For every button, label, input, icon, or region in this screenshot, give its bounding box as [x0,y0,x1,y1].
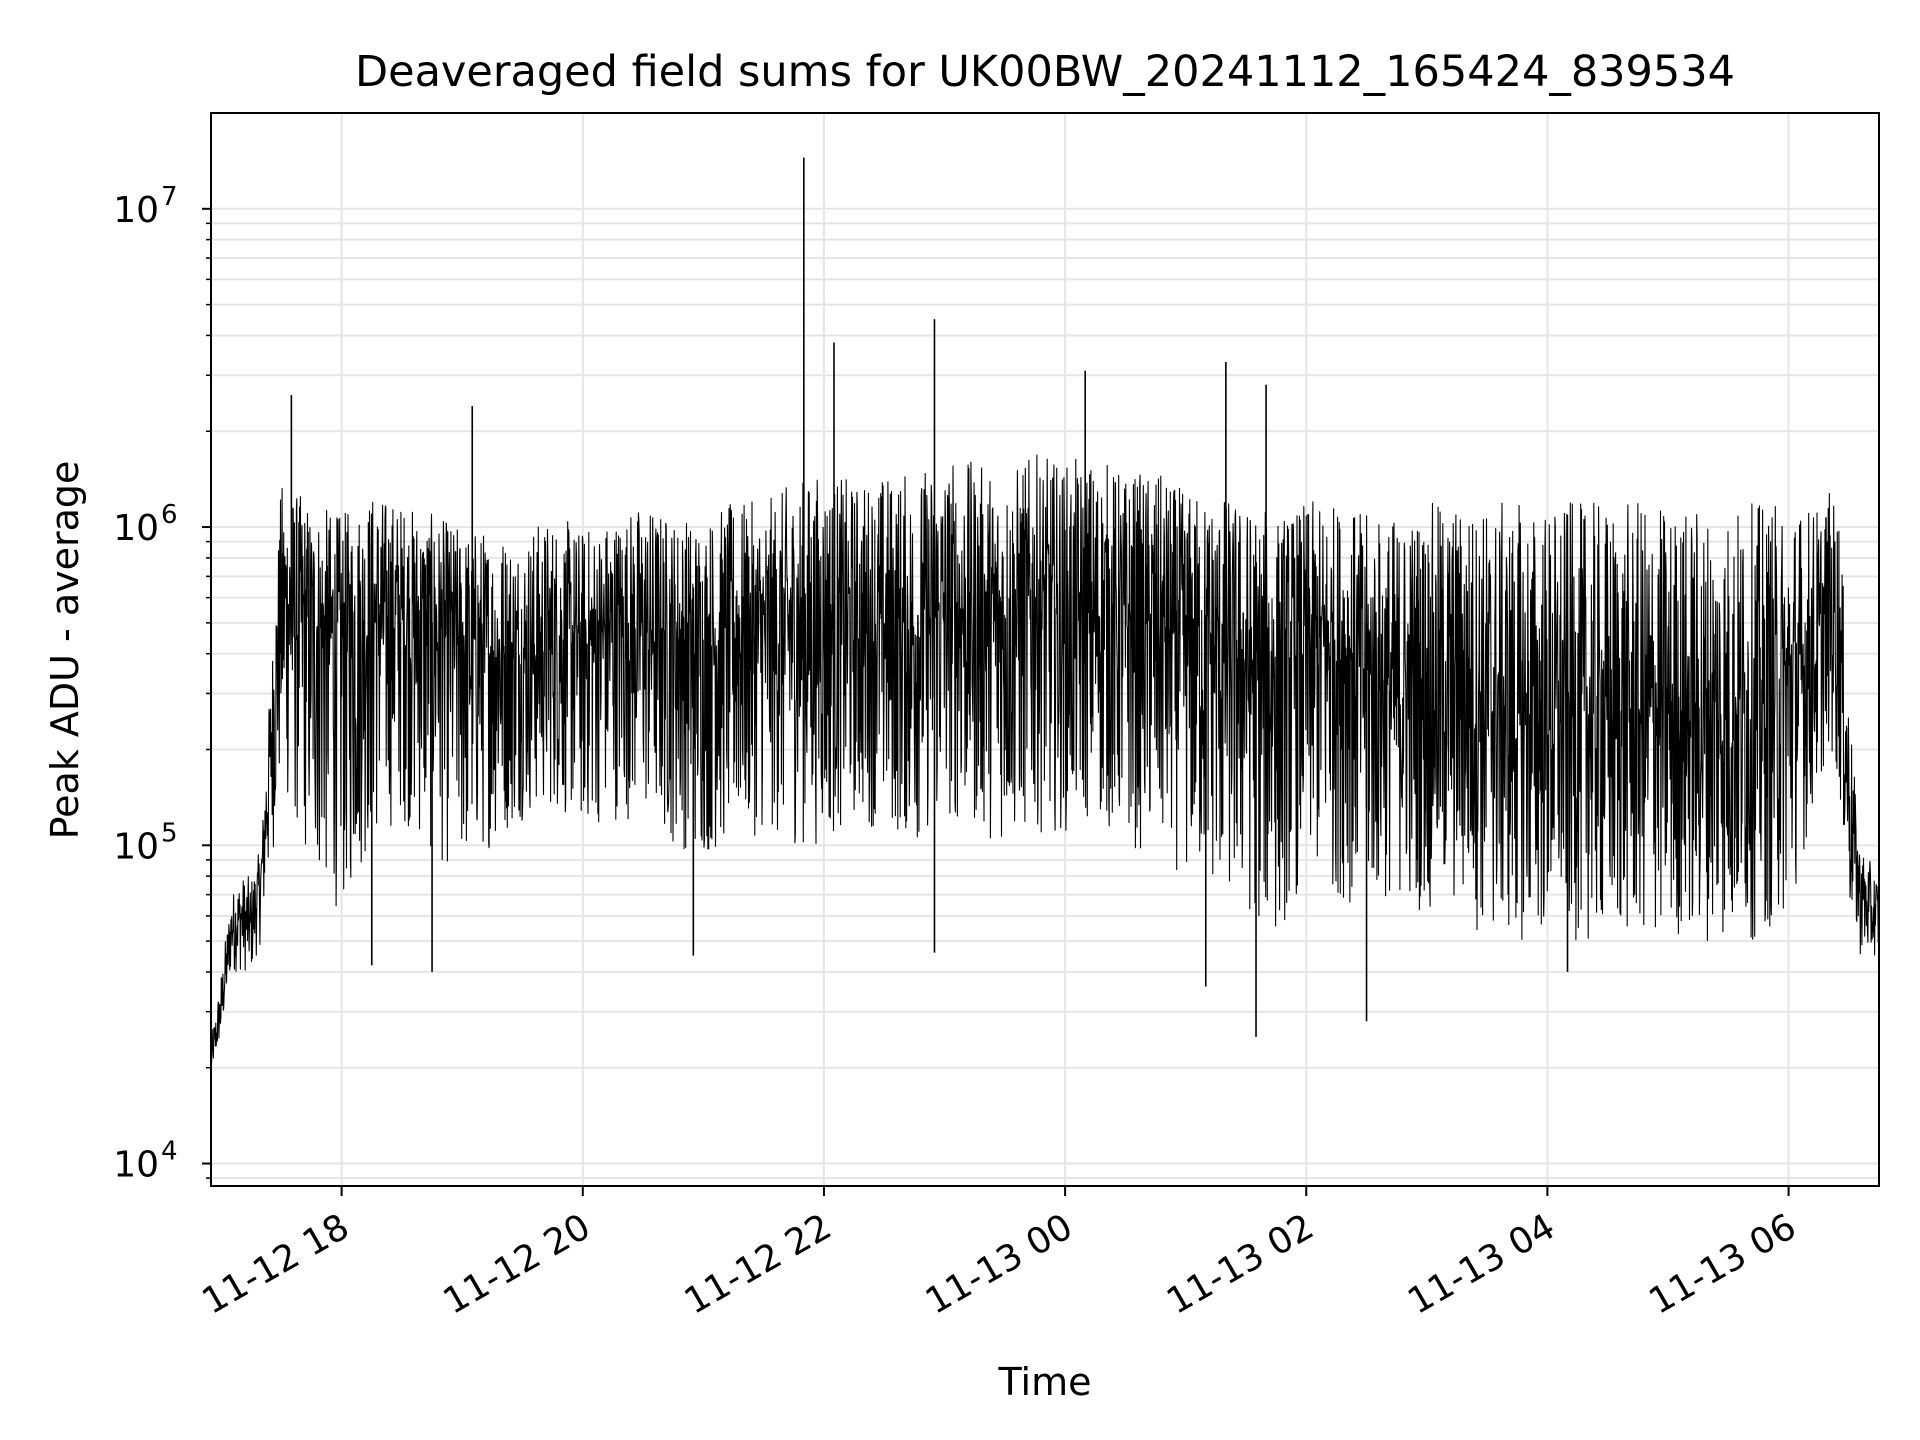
y-tick-exponent: 4 [161,1137,178,1167]
y-tick-label: 10 [113,508,159,549]
y-tick-exponent: 7 [161,182,178,212]
y-tick-label: 10 [113,826,159,867]
plot-frame [210,112,1880,1187]
x-axis-label: Time [998,1360,1092,1404]
y-tick-label: 10 [113,1145,159,1186]
series-line [210,454,1880,1067]
chart-title: Deaveraged field sums for UK00BW_2024111… [355,47,1735,97]
y-tick-label: 10 [113,190,159,231]
y-tick-exponent: 5 [161,818,178,848]
y-axis-label: Peak ADU - average [43,461,87,840]
data-layer [210,157,1880,1067]
y-tick-exponent: 6 [161,500,178,530]
